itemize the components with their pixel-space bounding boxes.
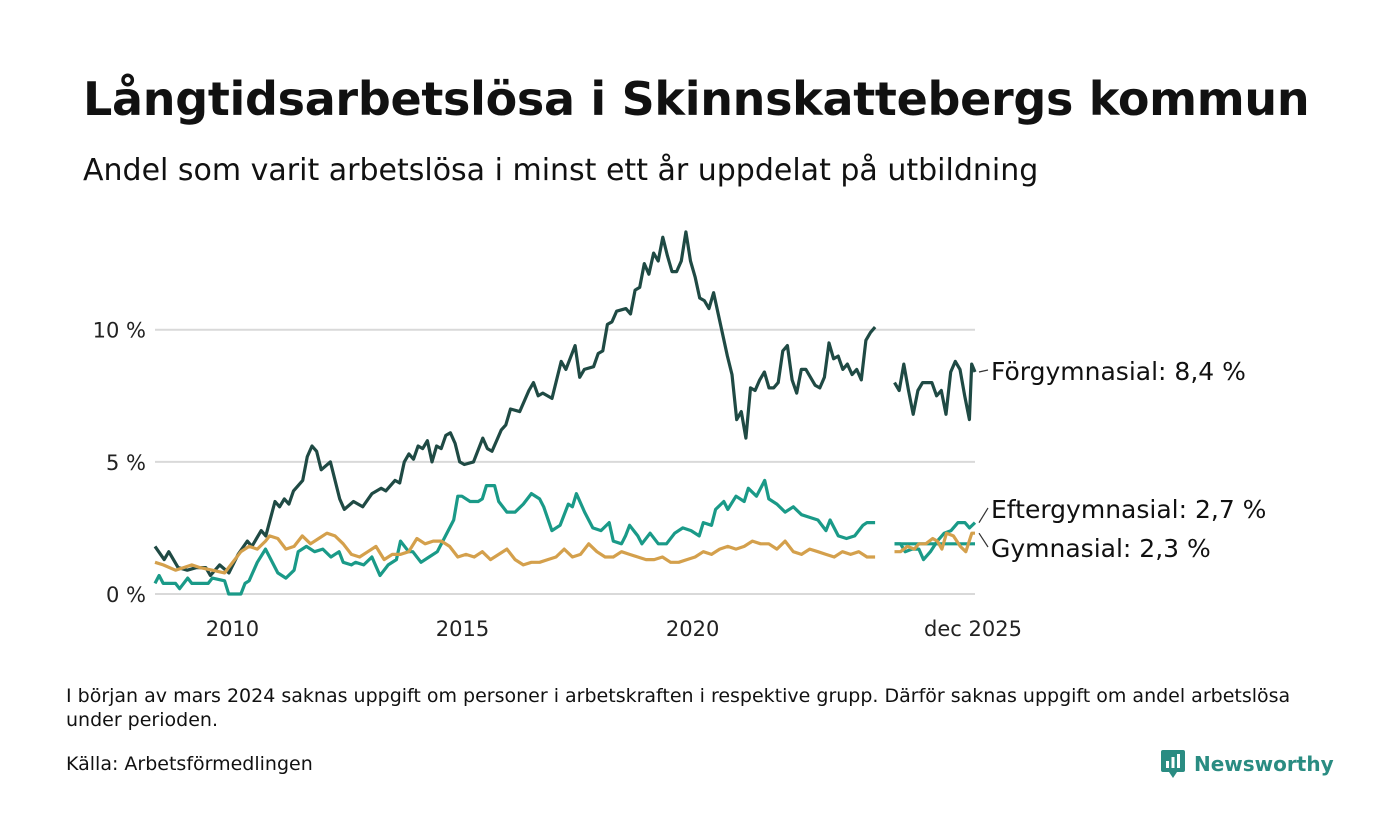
brand-name: Newsworthy xyxy=(1194,752,1334,776)
x-tick-label: 2010 xyxy=(206,617,259,641)
x-tick-label: dec 2025 xyxy=(924,617,1022,641)
series-line-gymnasial-after-gap xyxy=(894,531,975,554)
series-line-eftergymnasial xyxy=(153,478,876,596)
y-tick-label: 5 % xyxy=(106,451,146,475)
chart-title: Långtidsarbetslösa i Skinnskattebergs ko… xyxy=(83,72,1310,126)
series-line-forgymnasial xyxy=(153,230,877,578)
series-label-gymnasial-leader xyxy=(978,532,989,548)
series-label-eftergymnasial-leader xyxy=(978,507,989,523)
series-label-gymnasial: Gymnasial: 2,3 % xyxy=(991,534,1211,563)
line-chart: 0 % 5 % 10 % 2010 2015 2020 dec 2025 Förgymnasi… xyxy=(93,230,1266,641)
brand-logo[interactable]: Newsworthy xyxy=(1160,749,1334,779)
series-label-forgymnasial-leader xyxy=(978,369,989,373)
x-tick-label: 2015 xyxy=(436,617,489,641)
series-label-eftergymnasial: Eftergymnasial: 2,7 % xyxy=(991,495,1266,524)
y-tick-label: 0 % xyxy=(106,583,146,607)
newsworthy-logo-icon xyxy=(1161,750,1185,778)
y-tick-label: 10 % xyxy=(93,319,146,343)
series-line-gymnasial xyxy=(154,531,876,575)
series-line-eftergymnasial-after-gap xyxy=(894,521,977,562)
series-line-forgymnasial-after-gap xyxy=(893,359,977,422)
source-note: Källa: Arbetsförmedlingen xyxy=(66,753,313,775)
series-label-forgymnasial: Förgymnasial: 8,4 % xyxy=(991,357,1246,386)
x-tick-label: 2020 xyxy=(666,617,719,641)
chart-subtitle: Andel som varit arbetslösa i minst ett å… xyxy=(83,153,1039,188)
footnote: I början av mars 2024 saknas uppgift om … xyxy=(66,685,1291,731)
